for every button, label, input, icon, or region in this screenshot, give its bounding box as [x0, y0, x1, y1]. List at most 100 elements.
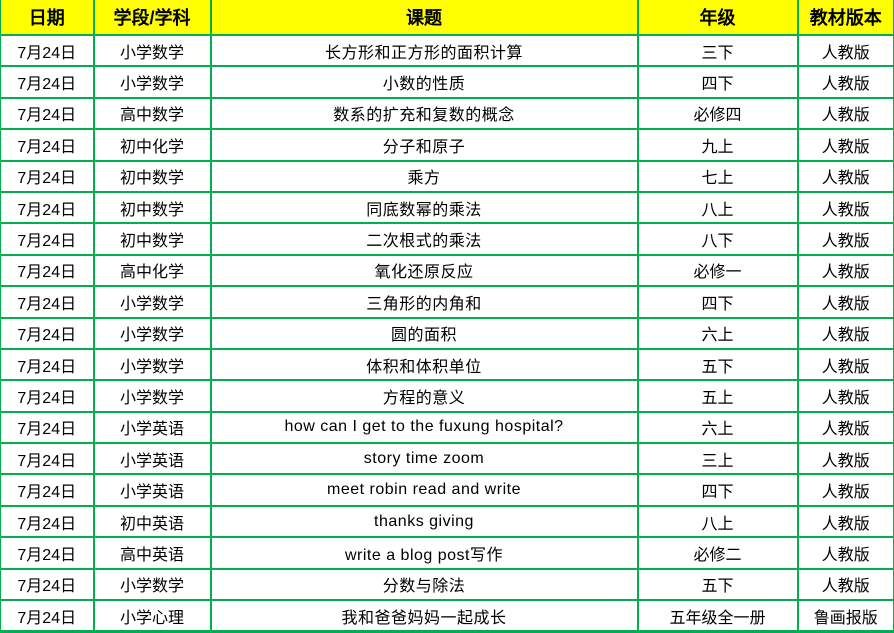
cell-stage-subject: 小学数学: [92, 65, 212, 99]
cell-date: 7月24日: [0, 599, 95, 633]
column-header-textbook-version: 教材版本: [796, 0, 894, 36]
cell-date: 7月24日: [0, 285, 95, 319]
cell-topic: 同底数幂的乘法: [209, 190, 639, 225]
cell-date: 7月24日: [0, 536, 95, 570]
cell-topic: 分数与除法: [209, 567, 639, 602]
cell-textbook-version: 人教版: [796, 222, 894, 256]
cell-date: 7月24日: [0, 504, 95, 539]
table-header: 日期 学段/学科 课题 年级 教材版本: [0, 0, 894, 36]
cell-stage-subject: 高中英语: [92, 536, 212, 570]
cell-date: 7月24日: [0, 128, 95, 162]
cell-topic: 长方形和正方形的面积计算: [209, 33, 639, 68]
cell-topic: write a blog post写作: [209, 536, 639, 570]
cell-date: 7月24日: [0, 347, 95, 382]
cell-topic: 三角形的内角和: [209, 285, 639, 319]
cell-stage-subject: 高中化学: [92, 253, 212, 288]
cell-stage-subject: 初中英语: [92, 504, 212, 539]
cell-stage-subject: 小学数学: [92, 347, 212, 382]
cell-stage-subject: 小学英语: [92, 473, 212, 507]
cell-grade: 五上: [636, 379, 799, 413]
cell-stage-subject: 小学英语: [92, 442, 212, 476]
cell-grade: 五下: [636, 567, 799, 602]
cell-date: 7月24日: [0, 253, 95, 288]
cell-textbook-version: 鲁画报版: [796, 599, 894, 633]
cell-textbook-version: 人教版: [796, 190, 894, 225]
table-row: 7月24日 初中数学 乘方 七上 人教版: [0, 159, 894, 193]
header-row: 日期 学段/学科 课题 年级 教材版本: [0, 0, 894, 36]
cell-grade: 五年级全一册: [636, 599, 799, 633]
table-row: 7月24日 小学英语 story time zoom 三上 人教版: [0, 442, 894, 476]
cell-topic: 圆的面积: [209, 316, 639, 350]
cell-grade: 四下: [636, 65, 799, 99]
table-body: 7月24日 小学数学 长方形和正方形的面积计算 三下 人教版 7月24日 小学数学 小数的性质…: [0, 33, 894, 633]
cell-grade: 四下: [636, 285, 799, 319]
cell-date: 7月24日: [0, 96, 95, 131]
cell-topic: 乘方: [209, 159, 639, 193]
cell-grade: 八上: [636, 190, 799, 225]
table-row: 7月24日 小学数学 小数的性质 四下 人教版: [0, 65, 894, 99]
cell-grade: 六上: [636, 410, 799, 445]
cell-stage-subject: 小学英语: [92, 410, 212, 445]
cell-stage-subject: 初中数学: [92, 190, 212, 225]
cell-topic: 分子和原子: [209, 128, 639, 162]
table-row: 7月24日 小学英语 meet robin read and write 四下 人教版: [0, 473, 894, 507]
cell-grade: 八上: [636, 504, 799, 539]
cell-topic: story time zoom: [209, 442, 639, 476]
cell-stage-subject: 小学数学: [92, 285, 212, 319]
cell-stage-subject: 初中化学: [92, 128, 212, 162]
cell-topic: 数系的扩充和复数的概念: [209, 96, 639, 131]
cell-stage-subject: 高中数学: [92, 96, 212, 131]
cell-textbook-version: 人教版: [796, 536, 894, 570]
cell-textbook-version: 人教版: [796, 33, 894, 68]
cell-textbook-version: 人教版: [796, 285, 894, 319]
cell-stage-subject: 小学数学: [92, 379, 212, 413]
cell-topic: 体积和体积单位: [209, 347, 639, 382]
cell-textbook-version: 人教版: [796, 96, 894, 131]
cell-textbook-version: 人教版: [796, 442, 894, 476]
cell-date: 7月24日: [0, 410, 95, 445]
cell-date: 7月24日: [0, 222, 95, 256]
table-row: 7月24日 初中数学 同底数幂的乘法 八上 人教版: [0, 190, 894, 225]
cell-textbook-version: 人教版: [796, 410, 894, 445]
cell-grade: 七上: [636, 159, 799, 193]
cell-textbook-version: 人教版: [796, 379, 894, 413]
cell-date: 7月24日: [0, 190, 95, 225]
cell-textbook-version: 人教版: [796, 128, 894, 162]
cell-textbook-version: 人教版: [796, 65, 894, 99]
table-row: 7月24日 小学心理 我和爸爸妈妈一起成长 五年级全一册 鲁画报版: [0, 599, 894, 633]
cell-topic: meet robin read and write: [209, 473, 639, 507]
table-row: 7月24日 小学数学 方程的意义 五上 人教版: [0, 379, 894, 413]
cell-stage-subject: 初中数学: [92, 222, 212, 256]
table-row: 7月24日 高中英语 write a blog post写作 必修二 人教版: [0, 536, 894, 570]
cell-textbook-version: 人教版: [796, 347, 894, 382]
cell-topic: 二次根式的乘法: [209, 222, 639, 256]
cell-date: 7月24日: [0, 442, 95, 476]
cell-grade: 九上: [636, 128, 799, 162]
table-row: 7月24日 小学数学 体积和体积单位 五下 人教版: [0, 347, 894, 382]
table-row: 7月24日 小学数学 分数与除法 五下 人教版: [0, 567, 894, 602]
table-row: 7月24日 小学数学 长方形和正方形的面积计算 三下 人教版: [0, 33, 894, 68]
cell-date: 7月24日: [0, 567, 95, 602]
cell-date: 7月24日: [0, 159, 95, 193]
cell-date: 7月24日: [0, 316, 95, 350]
cell-textbook-version: 人教版: [796, 567, 894, 602]
cell-grade: 五下: [636, 347, 799, 382]
cell-stage-subject: 小学数学: [92, 316, 212, 350]
cell-grade: 八下: [636, 222, 799, 256]
cell-date: 7月24日: [0, 379, 95, 413]
table-row: 7月24日 高中化学 氧化还原反应 必修一 人教版: [0, 253, 894, 288]
table-row: 7月24日 小学英语 how can I get to the fuxung hos…: [0, 410, 894, 445]
table-row: 7月24日 小学数学 圆的面积 六上 人教版: [0, 316, 894, 350]
cell-grade: 三下: [636, 33, 799, 68]
table-row: 7月24日 初中化学 分子和原子 九上 人教版: [0, 128, 894, 162]
table-row: 7月24日 高中数学 数系的扩充和复数的概念 必修四 人教版: [0, 96, 894, 131]
column-header-stage-subject: 学段/学科: [92, 0, 212, 36]
table-row: 7月24日 小学数学 三角形的内角和 四下 人教版: [0, 285, 894, 319]
column-header-date: 日期: [0, 0, 95, 36]
cell-textbook-version: 人教版: [796, 473, 894, 507]
column-header-grade: 年级: [636, 0, 799, 36]
cell-textbook-version: 人教版: [796, 253, 894, 288]
cell-topic: 我和爸爸妈妈一起成长: [209, 599, 639, 633]
cell-grade: 六上: [636, 316, 799, 350]
cell-date: 7月24日: [0, 65, 95, 99]
